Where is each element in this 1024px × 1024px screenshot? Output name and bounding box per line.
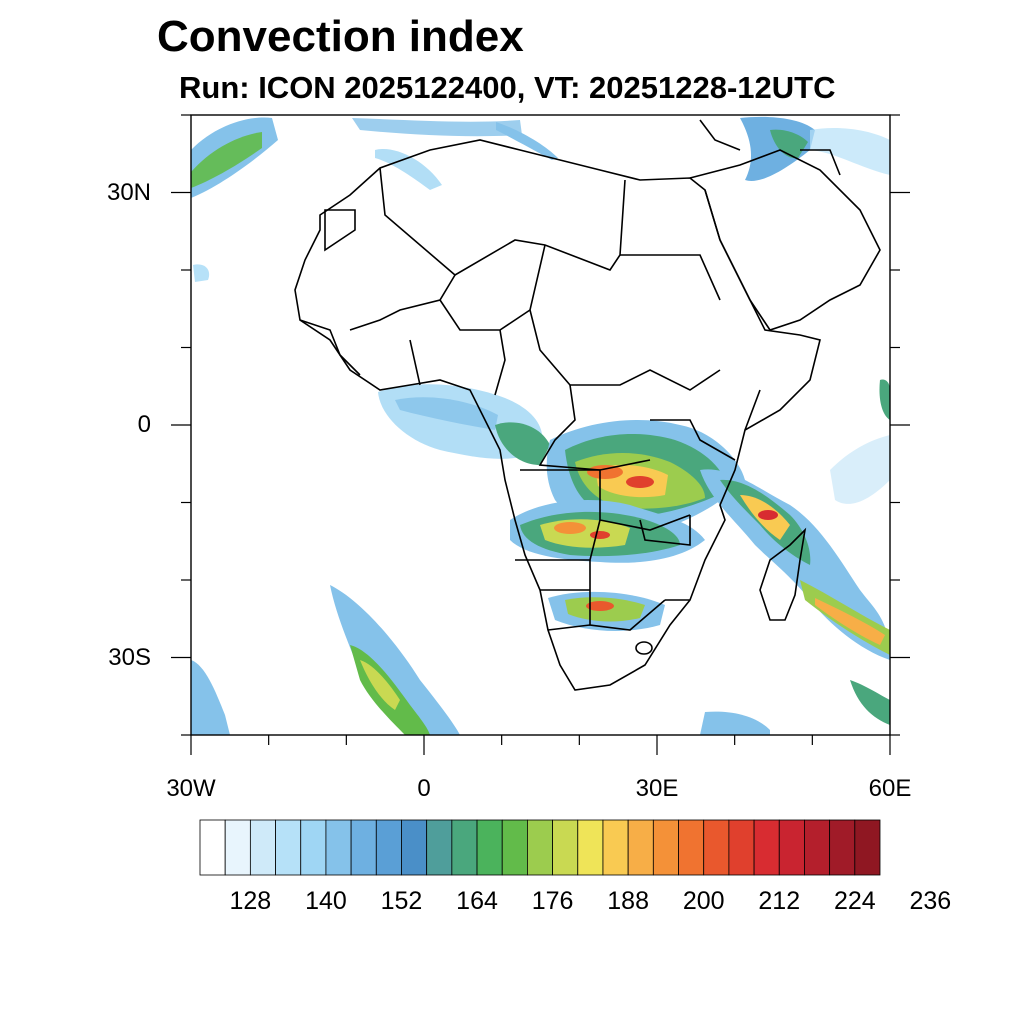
colorbar-swatch <box>325 819 352 876</box>
colorbar-label: 128 <box>229 887 272 915</box>
colorbar-label: 140 <box>305 887 347 915</box>
colorbar-swatch <box>199 819 226 876</box>
x-tick-label: 30E <box>635 775 679 802</box>
colorbar <box>199 819 881 876</box>
convection-field <box>191 116 890 735</box>
colorbar-label: 224 <box>833 887 876 915</box>
x-tick-label: 0 <box>417 775 431 802</box>
colorbar-label: 188 <box>607 887 649 915</box>
colorbar-swatch <box>527 819 553 876</box>
x-tick-label: 60E <box>868 775 912 802</box>
colorbar-label: 164 <box>456 887 498 915</box>
colorbar-swatch <box>728 819 755 876</box>
colorbar-swatch <box>854 819 881 876</box>
colorbar-label: 176 <box>531 887 574 915</box>
colorbar-swatch <box>249 819 276 876</box>
colorbar-swatch <box>476 819 503 876</box>
colorbar-swatch <box>350 819 377 876</box>
colorbar-swatch <box>602 819 629 876</box>
colorbar-swatch <box>652 819 679 876</box>
colorbar-swatch <box>829 819 856 876</box>
colorbar-swatch <box>375 819 402 876</box>
colorbar-swatch <box>577 819 604 876</box>
colorbar-label: 212 <box>758 887 801 915</box>
colorbar-swatch <box>224 819 251 876</box>
colorbar-swatch <box>627 819 654 876</box>
colorbar-swatch <box>804 819 831 876</box>
colorbar-label: 236 <box>909 887 952 915</box>
colorbar-swatch <box>552 819 579 876</box>
colorbar-swatch <box>275 819 302 876</box>
x-tick-label: 30W <box>166 775 216 802</box>
colorbar-swatch <box>753 819 780 876</box>
y-tick-label: 30N <box>106 178 151 206</box>
y-tick-label: 30S <box>108 643 151 671</box>
colorbar-swatch <box>501 819 528 876</box>
colorbar-swatch <box>778 819 805 876</box>
coastlines-borders <box>294 119 881 691</box>
colorbar-label: 152 <box>380 887 423 915</box>
colorbar-swatch <box>401 819 428 876</box>
axis-ticks <box>171 114 910 755</box>
y-tick-label: 0 <box>137 411 151 438</box>
colorbar-swatch <box>451 819 478 876</box>
colorbar-swatch <box>300 819 327 876</box>
chart-subtitle: Run: ICON 2025122400, VT: 20251228-12UTC <box>179 70 836 105</box>
colorbar-label: 200 <box>682 887 725 915</box>
colorbar-swatch <box>703 819 730 876</box>
colorbar-swatch <box>426 819 453 876</box>
chart-title: Convection index <box>157 12 524 61</box>
map-background <box>191 115 890 735</box>
colorbar-swatch <box>678 819 705 876</box>
